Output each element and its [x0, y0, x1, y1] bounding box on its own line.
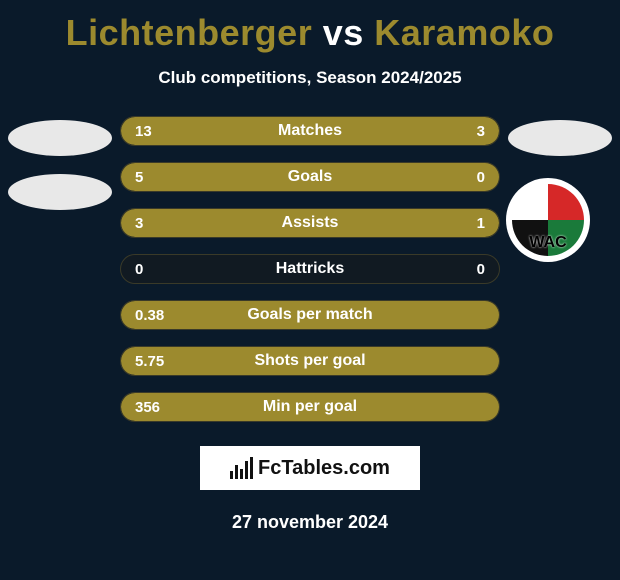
stats-container: 13 Matches 3 5 Goals 0 3 Assists 1 0 Hattricks 0 0.3… — [0, 116, 620, 422]
stat-label: Min per goal — [263, 398, 357, 416]
stat-label: Assists — [282, 214, 339, 232]
stat-row: 3 Assists 1 — [120, 208, 500, 238]
brand-chart-icon — [230, 457, 252, 479]
snapshot-date: 27 november 2024 — [0, 512, 620, 533]
stat-value-right: 1 — [477, 215, 485, 232]
stat-value-left: 5 — [135, 169, 143, 186]
stat-row: 5 Goals 0 — [120, 162, 500, 192]
stat-value-right: 0 — [477, 169, 485, 186]
subtitle: Club competitions, Season 2024/2025 — [0, 68, 620, 88]
vs-text: vs — [323, 12, 364, 53]
stat-value-left: 5.75 — [135, 353, 164, 370]
stat-label: Goals per match — [247, 306, 372, 324]
stat-value-left: 0 — [135, 261, 143, 278]
stat-value-left: 0.38 — [135, 307, 164, 324]
player1-name: Lichtenberger — [66, 12, 313, 53]
stat-row: 5.75 Shots per goal — [120, 346, 500, 376]
stat-row: 356 Min per goal — [120, 392, 500, 422]
stat-row: 0.38 Goals per match — [120, 300, 500, 330]
player1-avatar-placeholder — [8, 120, 112, 156]
player2-avatar-placeholder — [508, 120, 612, 156]
club-badge-label: WAC — [506, 234, 590, 252]
player2-name: Karamoko — [374, 12, 554, 53]
brand-badge: FcTables.com — [200, 446, 420, 490]
stat-value-left: 3 — [135, 215, 143, 232]
comparison-title: Lichtenberger vs Karamoko — [0, 0, 620, 54]
stat-value-right: 3 — [477, 123, 485, 140]
stat-fill-left — [121, 117, 427, 145]
player1-club-placeholder — [8, 174, 112, 210]
stat-label: Matches — [278, 122, 342, 140]
stat-value-left: 13 — [135, 123, 152, 140]
stat-fill-right — [427, 117, 499, 145]
stat-value-left: 356 — [135, 399, 160, 416]
stat-label: Goals — [288, 168, 332, 186]
stat-fill-left — [121, 209, 405, 237]
stat-value-right: 0 — [477, 261, 485, 278]
player2-club-badge: WAC — [506, 178, 590, 262]
stat-row: 0 Hattricks 0 — [120, 254, 500, 284]
stat-row: 13 Matches 3 — [120, 116, 500, 146]
stat-label: Shots per goal — [254, 352, 365, 370]
brand-text: FcTables.com — [258, 457, 390, 480]
stat-label: Hattricks — [276, 260, 344, 278]
